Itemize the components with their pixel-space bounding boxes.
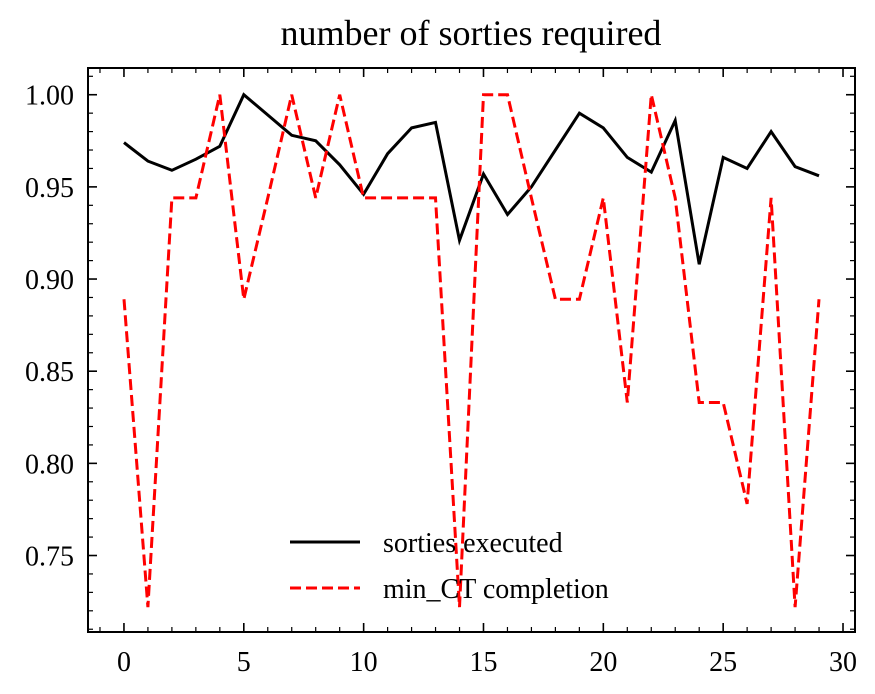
x-tick-label: 0 bbox=[117, 647, 131, 678]
series-line-1 bbox=[122, 93, 821, 608]
legend-label-1: min_CT completion bbox=[383, 574, 609, 605]
x-tick-label: 5 bbox=[237, 647, 251, 678]
y-tick-label: 0.95 bbox=[25, 173, 74, 204]
y-tick-label: 0.75 bbox=[25, 542, 74, 573]
plot-content bbox=[122, 92, 821, 608]
chart-title: number of sorties required bbox=[281, 13, 662, 53]
y-tick-label: 0.90 bbox=[25, 265, 74, 296]
axis-ticks: 0 5 10 15 20 25 30 0.75 0.80 0.85 0.90 0.95 1.00 bbox=[25, 68, 857, 678]
x-tick-label: 10 bbox=[350, 647, 378, 678]
x-tick-label: 25 bbox=[709, 647, 737, 678]
legend: sorties executed min_CT completion bbox=[290, 528, 609, 605]
x-tick-label: 30 bbox=[829, 647, 857, 678]
y-tick-label: 0.80 bbox=[25, 449, 74, 480]
y-tick-label: 1.00 bbox=[25, 81, 74, 112]
plot-frame bbox=[87, 67, 856, 633]
x-tick-label: 20 bbox=[589, 647, 617, 678]
x-tick-label: 15 bbox=[469, 647, 497, 678]
series-line-0 bbox=[123, 92, 820, 265]
y-tick-label: 0.85 bbox=[25, 357, 74, 388]
legend-label-0: sorties executed bbox=[383, 528, 563, 559]
